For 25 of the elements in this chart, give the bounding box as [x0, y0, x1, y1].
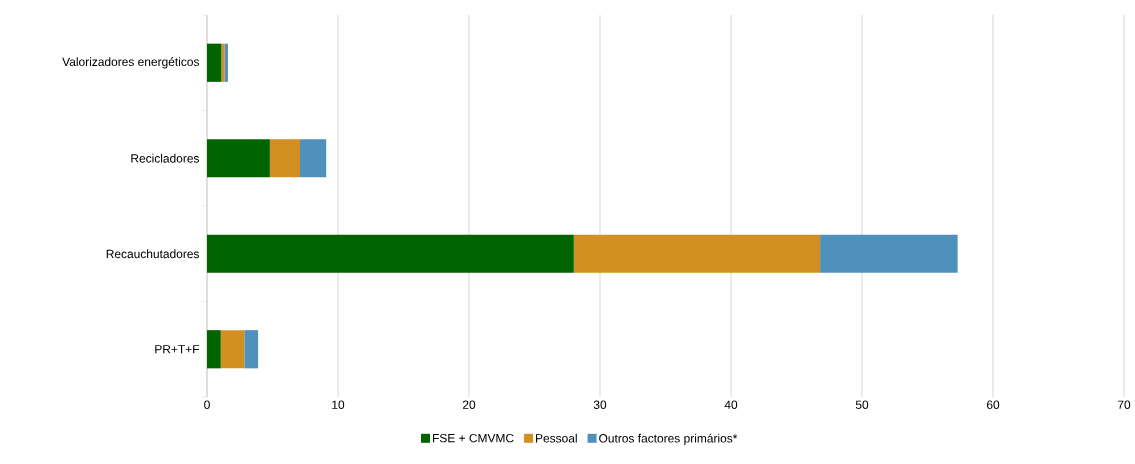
x-tick-label: 10: [332, 400, 345, 409]
x-tick-label: 40: [724, 400, 738, 409]
x-tick-label: 20: [462, 400, 476, 409]
y-tick-label: Valorizadores energéticos: [62, 57, 200, 69]
y-tick-label: PR+T+F: [155, 345, 200, 354]
x-tick-label: 0: [204, 400, 210, 409]
x-tick-label: 70: [1117, 400, 1131, 409]
y-tick-label: Recauchutadores: [106, 249, 200, 259]
y-tick-label: Recicladores: [131, 153, 200, 163]
bar: [207, 43, 222, 82]
legend-label: Outros factores primários*: [599, 433, 738, 445]
bar: [207, 330, 221, 369]
bar: [269, 139, 301, 178]
bar: [573, 234, 821, 273]
bar: [820, 234, 958, 273]
legend-label: FSE + CMVMC: [433, 433, 514, 443]
bar: [300, 139, 327, 178]
bar: [244, 330, 259, 369]
bar: [220, 330, 245, 369]
x-tick-label: 50: [855, 400, 869, 409]
bar: [207, 139, 270, 178]
bar: [207, 234, 574, 273]
x-tick-label: 60: [986, 400, 1000, 409]
legend-label: Pessoal: [536, 433, 577, 443]
x-tick-label: 30: [593, 400, 607, 409]
